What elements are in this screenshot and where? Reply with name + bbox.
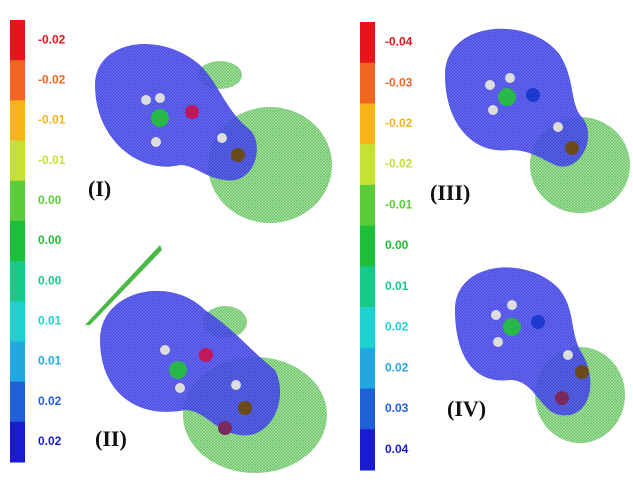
colorbar-segment <box>10 100 25 141</box>
colorbar-segment <box>360 266 375 307</box>
colorbar-segment <box>360 348 375 389</box>
colorbar-segment <box>360 307 375 348</box>
colorbar-label: -0.02 <box>385 157 413 171</box>
colorbar-segment <box>360 389 375 430</box>
colorbar-segment <box>10 20 25 61</box>
panel-label: (I) <box>88 176 111 201</box>
colorbar-segment <box>10 261 25 302</box>
colorbar-label: -0.01 <box>38 153 66 167</box>
colorbar-segment <box>360 63 375 104</box>
panel-label: (III) <box>430 180 470 205</box>
colorbar-label: 0.01 <box>38 354 62 368</box>
colorbar-segment <box>360 144 375 185</box>
colorbar-label: 0.02 <box>38 394 62 408</box>
colorbar-label: 0.02 <box>385 360 409 374</box>
colorbar-segment <box>360 226 375 267</box>
colorbar-label: 0.01 <box>385 279 409 293</box>
figure: -0.02 -0.02 -0.01 -0.01 0.00 0.00 0.00 0.01 0.01… <box>0 0 633 490</box>
colorbar-segment <box>10 341 25 382</box>
panel-label: (IV) <box>447 396 486 421</box>
colorbar-label: 0.04 <box>385 442 409 456</box>
isosurface-i <box>95 44 332 223</box>
colorbar-segment <box>10 301 25 342</box>
isosurface-iii <box>445 29 630 213</box>
colorbar-segment <box>360 185 375 226</box>
colorbar-segment <box>10 382 25 423</box>
colorbar-label: 0.02 <box>38 434 62 448</box>
colorbar-segment <box>10 221 25 262</box>
colorbar-label: -0.01 <box>38 113 66 127</box>
colorbar-label: 0.03 <box>385 401 409 415</box>
colorbar-segment <box>10 181 25 222</box>
colorbar-label: 0.00 <box>38 193 62 207</box>
colorbar-label: 0.00 <box>38 273 62 287</box>
colorbar-segment <box>10 141 25 182</box>
colorbar-segment <box>10 60 25 101</box>
colorbar-segment <box>360 22 375 63</box>
colorbar-label: 0.02 <box>385 320 409 334</box>
colorbar-segment <box>360 103 375 144</box>
colorbar-segment <box>360 429 375 470</box>
colorbar-label: -0.03 <box>385 75 413 89</box>
colorbar-label: -0.01 <box>385 197 413 211</box>
colorbar-label: -0.04 <box>385 35 413 49</box>
panel-label: (II) <box>95 426 127 451</box>
colorbar-label: -0.02 <box>38 72 66 86</box>
colorbar-label: -0.02 <box>385 116 413 130</box>
colorbar-label: 0.00 <box>385 238 409 252</box>
colorbar-segment <box>10 422 25 463</box>
colorbar-label: -0.02 <box>38 32 66 46</box>
colorbar-label: 0.01 <box>38 314 62 328</box>
colorbar-label: 0.00 <box>38 233 62 247</box>
